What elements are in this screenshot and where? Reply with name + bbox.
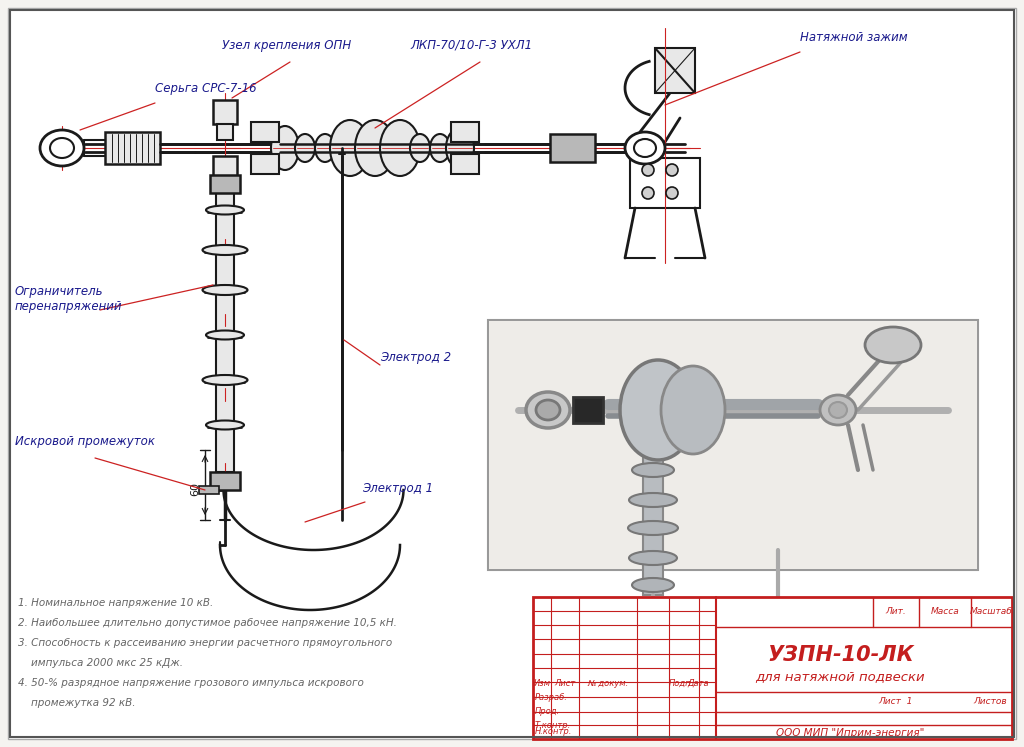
Ellipse shape [666,164,678,176]
Text: Т.контр.: Т.контр. [535,721,571,730]
Bar [210,472,240,490]
Bar [655,48,695,93]
Bar [217,178,233,192]
Ellipse shape [330,120,370,176]
Ellipse shape [632,463,674,477]
Ellipse shape [625,132,665,164]
Ellipse shape [355,120,395,176]
Text: ЛКП-70/10-Г-3 УХЛ1: ЛКП-70/10-Г-3 УХЛ1 [410,39,532,52]
Ellipse shape [662,366,725,454]
Bar [488,320,978,570]
Text: Лист  1: Лист 1 [879,698,913,707]
Ellipse shape [642,164,654,176]
Text: 3. Способность к рассеиванию энергии расчетного прямоугольного: 3. Способность к рассеиванию энергии рас… [18,638,392,648]
Text: Искровой промежуток: Искровой промежуток [15,435,155,448]
Ellipse shape [865,327,921,363]
Ellipse shape [206,330,244,339]
Text: Изм: Изм [534,678,551,687]
Text: Масштаб: Масштаб [970,607,1013,616]
Text: Натяжной зажим: Натяжной зажим [800,31,907,44]
Text: Подп.: Подп. [669,678,693,687]
Ellipse shape [295,134,315,162]
Bar [216,193,234,472]
Ellipse shape [666,187,678,199]
Ellipse shape [642,187,654,199]
Text: 60: 60 [190,482,200,496]
Bar [105,132,160,164]
Ellipse shape [40,130,84,166]
Bar [573,397,603,423]
Text: Масса: Масса [930,607,959,616]
Text: ООО МИП "Иприм-энергия": ООО МИП "Иприм-энергия" [776,728,925,738]
Ellipse shape [206,205,244,214]
Ellipse shape [206,421,244,430]
Bar [251,154,279,174]
Ellipse shape [410,134,430,162]
Ellipse shape [380,120,420,176]
Bar [643,450,663,595]
Text: импульса 2000 мкс 25 кДж.: импульса 2000 мкс 25 кДж. [18,658,183,668]
Ellipse shape [536,400,560,420]
Ellipse shape [203,285,248,295]
Ellipse shape [50,138,74,158]
Ellipse shape [446,128,474,168]
Ellipse shape [820,395,856,425]
Bar [210,175,240,193]
Ellipse shape [203,375,248,385]
Bar [251,122,279,142]
Ellipse shape [526,392,570,428]
Ellipse shape [628,521,678,535]
Text: Ограничитель: Ограничитель [15,285,103,298]
Bar [630,158,700,208]
Text: Листов: Листов [974,698,1008,707]
Bar [217,124,233,140]
Bar [451,154,479,174]
Text: Дата: Дата [687,678,709,687]
Ellipse shape [634,139,656,157]
Text: 1. Номинальное напряжение 10 кВ.: 1. Номинальное напряжение 10 кВ. [18,598,213,608]
Ellipse shape [271,126,299,170]
Bar [213,156,237,178]
Bar [213,100,237,124]
Text: промежутка 92 кВ.: промежутка 92 кВ. [18,698,135,708]
Text: Разраб.: Разраб. [535,692,568,701]
Bar [489,321,977,569]
Bar [550,134,595,162]
Text: Лист: Лист [554,678,575,687]
Text: УЗПН-10-ЛК: УЗПН-10-ЛК [767,645,913,665]
Text: Серьга СРС-7-16: Серьга СРС-7-16 [155,82,257,95]
Text: № докум.: № докум. [588,678,629,687]
Text: Электрод 1: Электрод 1 [362,482,433,495]
Ellipse shape [430,134,450,162]
Text: для натяжной подвески: для натяжной подвески [756,671,925,684]
Bar [451,122,479,142]
Text: 2. Наибольшее длительно допустимое рабочее напряжение 10,5 кН.: 2. Наибольшее длительно допустимое рабоч… [18,618,397,628]
Text: 4. 50-% разрядное напряжение грозового импульса искрового: 4. 50-% разрядное напряжение грозового и… [18,678,364,688]
Bar [199,486,218,494]
Ellipse shape [629,493,677,507]
Text: Н.контр.: Н.контр. [535,728,572,737]
Ellipse shape [203,245,248,255]
Ellipse shape [620,360,696,460]
Ellipse shape [829,402,847,418]
Text: Электрод 2: Электрод 2 [380,352,452,365]
Text: перенапряжений: перенапряжений [15,300,123,313]
Ellipse shape [629,551,677,565]
Text: Прод.: Прод. [535,707,560,716]
Text: Узел крепления ОПН: Узел крепления ОПН [222,39,351,52]
Ellipse shape [315,134,335,162]
Text: Лит.: Лит. [886,607,906,616]
Ellipse shape [632,578,674,592]
Bar [534,597,1012,739]
